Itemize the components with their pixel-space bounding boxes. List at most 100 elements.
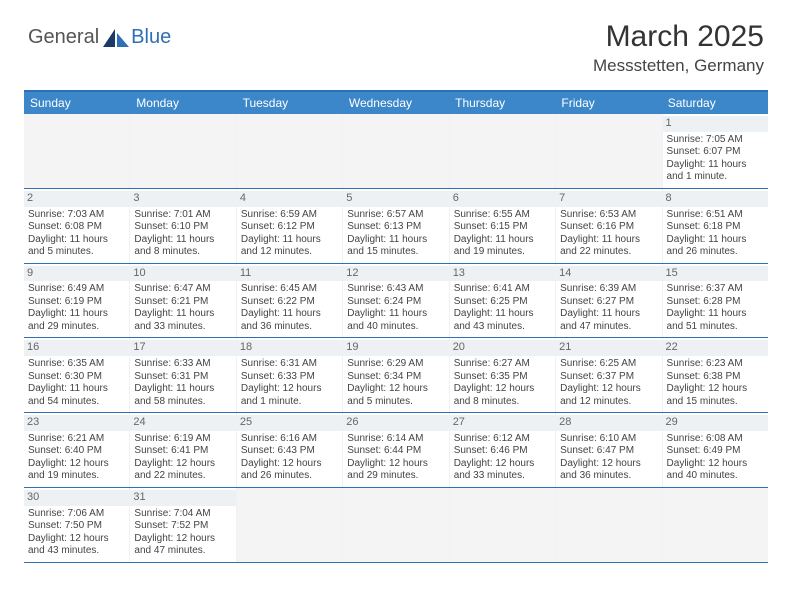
day-number: 4: [237, 191, 342, 207]
daylight-text: Daylight: 11 hours and 51 minutes.: [667, 308, 764, 333]
day-number: 31: [130, 490, 235, 506]
daylight-text: Daylight: 11 hours and 22 minutes.: [560, 234, 657, 259]
daylight-text: Daylight: 11 hours and 54 minutes.: [28, 383, 125, 408]
daylight-text: Daylight: 11 hours and 43 minutes.: [454, 308, 551, 333]
day-number: 22: [663, 340, 768, 356]
calendar-week-row: 23Sunrise: 6:21 AMSunset: 6:40 PMDayligh…: [24, 413, 768, 488]
sunset-text: Sunset: 6:18 PM: [667, 221, 764, 234]
calendar-day-cell: 17Sunrise: 6:33 AMSunset: 6:31 PMDayligh…: [130, 338, 236, 412]
sunrise-text: Sunrise: 6:35 AM: [28, 358, 125, 371]
daylight-text: Daylight: 12 hours and 5 minutes.: [347, 383, 444, 408]
daylight-text: Daylight: 11 hours and 26 minutes.: [667, 234, 764, 259]
calendar-empty-cell: [450, 488, 556, 562]
sunset-text: Sunset: 6:13 PM: [347, 221, 444, 234]
calendar-day-cell: 24Sunrise: 6:19 AMSunset: 6:41 PMDayligh…: [130, 413, 236, 487]
sunrise-text: Sunrise: 6:45 AM: [241, 283, 338, 296]
day-number: 6: [450, 191, 555, 207]
sunset-text: Sunset: 7:50 PM: [28, 520, 125, 533]
day-number: 17: [130, 340, 235, 356]
calendar-empty-cell: [24, 114, 130, 188]
daylight-text: Daylight: 11 hours and 29 minutes.: [28, 308, 125, 333]
day-number: 20: [450, 340, 555, 356]
sunrise-text: Sunrise: 6:29 AM: [347, 358, 444, 371]
sunrise-text: Sunrise: 6:16 AM: [241, 433, 338, 446]
calendar-day-cell: 7Sunrise: 6:53 AMSunset: 6:16 PMDaylight…: [556, 189, 662, 263]
day-number: 16: [24, 340, 129, 356]
calendar-empty-cell: [237, 488, 343, 562]
calendar-week-row: 1Sunrise: 7:05 AMSunset: 6:07 PMDaylight…: [24, 114, 768, 189]
day-number: 24: [130, 415, 235, 431]
calendar-week-row: 2Sunrise: 7:03 AMSunset: 6:08 PMDaylight…: [24, 189, 768, 264]
calendar-day-cell: 8Sunrise: 6:51 AMSunset: 6:18 PMDaylight…: [663, 189, 768, 263]
day-number: 9: [24, 266, 129, 282]
sunrise-text: Sunrise: 6:53 AM: [560, 209, 657, 222]
daylight-text: Daylight: 11 hours and 58 minutes.: [134, 383, 231, 408]
sunrise-text: Sunrise: 6:49 AM: [28, 283, 125, 296]
calendar-empty-cell: [237, 114, 343, 188]
daylight-text: Daylight: 12 hours and 19 minutes.: [28, 458, 125, 483]
day-number: 27: [450, 415, 555, 431]
calendar: SundayMondayTuesdayWednesdayThursdayFrid…: [24, 90, 768, 563]
daylight-text: Daylight: 11 hours and 8 minutes.: [134, 234, 231, 259]
calendar-header-row: SundayMondayTuesdayWednesdayThursdayFrid…: [24, 92, 768, 114]
calendar-empty-cell: [556, 488, 662, 562]
calendar-empty-cell: [663, 488, 768, 562]
calendar-header-cell: Friday: [555, 92, 661, 114]
calendar-day-cell: 23Sunrise: 6:21 AMSunset: 6:40 PMDayligh…: [24, 413, 130, 487]
calendar-header-cell: Thursday: [449, 92, 555, 114]
day-number: 21: [556, 340, 661, 356]
sunrise-text: Sunrise: 6:33 AM: [134, 358, 231, 371]
sunset-text: Sunset: 6:27 PM: [560, 296, 657, 309]
day-number: 25: [237, 415, 342, 431]
daylight-text: Daylight: 11 hours and 40 minutes.: [347, 308, 444, 333]
calendar-day-cell: 21Sunrise: 6:25 AMSunset: 6:37 PMDayligh…: [556, 338, 662, 412]
calendar-day-cell: 27Sunrise: 6:12 AMSunset: 6:46 PMDayligh…: [450, 413, 556, 487]
sunrise-text: Sunrise: 6:47 AM: [134, 283, 231, 296]
sunset-text: Sunset: 6:49 PM: [667, 445, 764, 458]
sunrise-text: Sunrise: 6:23 AM: [667, 358, 764, 371]
day-number: 11: [237, 266, 342, 282]
sunset-text: Sunset: 6:21 PM: [134, 296, 231, 309]
daylight-text: Daylight: 11 hours and 19 minutes.: [454, 234, 551, 259]
sunset-text: Sunset: 7:52 PM: [134, 520, 231, 533]
calendar-week-row: 30Sunrise: 7:06 AMSunset: 7:50 PMDayligh…: [24, 488, 768, 563]
sunset-text: Sunset: 6:37 PM: [560, 371, 657, 384]
sunrise-text: Sunrise: 6:39 AM: [560, 283, 657, 296]
calendar-header-cell: Tuesday: [237, 92, 343, 114]
sunset-text: Sunset: 6:19 PM: [28, 296, 125, 309]
day-number: 28: [556, 415, 661, 431]
sunrise-text: Sunrise: 7:05 AM: [667, 134, 764, 147]
sunrise-text: Sunrise: 6:55 AM: [454, 209, 551, 222]
calendar-day-cell: 15Sunrise: 6:37 AMSunset: 6:28 PMDayligh…: [663, 264, 768, 338]
calendar-day-cell: 11Sunrise: 6:45 AMSunset: 6:22 PMDayligh…: [237, 264, 343, 338]
calendar-week-row: 9Sunrise: 6:49 AMSunset: 6:19 PMDaylight…: [24, 264, 768, 339]
calendar-day-cell: 3Sunrise: 7:01 AMSunset: 6:10 PMDaylight…: [130, 189, 236, 263]
day-number: 26: [343, 415, 448, 431]
sunset-text: Sunset: 6:46 PM: [454, 445, 551, 458]
sunrise-text: Sunrise: 6:19 AM: [134, 433, 231, 446]
calendar-header-cell: Monday: [130, 92, 236, 114]
calendar-header-cell: Sunday: [24, 92, 130, 114]
sunrise-text: Sunrise: 6:51 AM: [667, 209, 764, 222]
month-title: March 2025: [593, 20, 764, 54]
daylight-text: Daylight: 12 hours and 12 minutes.: [560, 383, 657, 408]
calendar-day-cell: 5Sunrise: 6:57 AMSunset: 6:13 PMDaylight…: [343, 189, 449, 263]
sunset-text: Sunset: 6:16 PM: [560, 221, 657, 234]
sunset-text: Sunset: 6:44 PM: [347, 445, 444, 458]
day-number: 3: [130, 191, 235, 207]
sunset-text: Sunset: 6:47 PM: [560, 445, 657, 458]
calendar-empty-cell: [343, 114, 449, 188]
day-number: 15: [663, 266, 768, 282]
calendar-day-cell: 12Sunrise: 6:43 AMSunset: 6:24 PMDayligh…: [343, 264, 449, 338]
sunset-text: Sunset: 6:25 PM: [454, 296, 551, 309]
calendar-header-cell: Saturday: [662, 92, 768, 114]
daylight-text: Daylight: 12 hours and 1 minute.: [241, 383, 338, 408]
daylight-text: Daylight: 11 hours and 12 minutes.: [241, 234, 338, 259]
daylight-text: Daylight: 12 hours and 26 minutes.: [241, 458, 338, 483]
daylight-text: Daylight: 12 hours and 22 minutes.: [134, 458, 231, 483]
day-number: 10: [130, 266, 235, 282]
sunrise-text: Sunrise: 6:59 AM: [241, 209, 338, 222]
calendar-empty-cell: [556, 114, 662, 188]
sunset-text: Sunset: 6:12 PM: [241, 221, 338, 234]
calendar-day-cell: 29Sunrise: 6:08 AMSunset: 6:49 PMDayligh…: [663, 413, 768, 487]
